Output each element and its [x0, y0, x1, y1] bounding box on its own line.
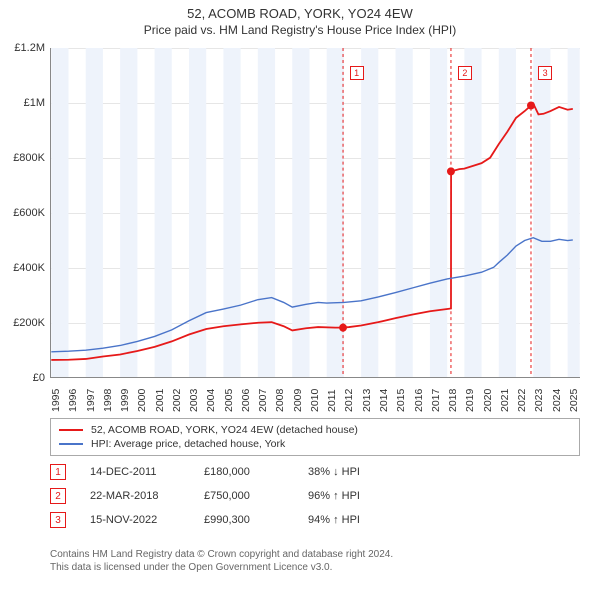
sale-price: £990,300: [204, 514, 284, 526]
y-tick-label: £200K: [3, 317, 45, 329]
x-tick-label: 2010: [309, 389, 321, 412]
sale-row: 3 15-NOV-2022 £990,300 94% ↑ HPI: [50, 508, 580, 532]
x-tick-label: 2025: [568, 389, 580, 412]
x-tick-label: 2000: [136, 389, 148, 412]
sale-date: 15-NOV-2022: [90, 514, 180, 526]
sale-marker-dot: [527, 102, 535, 110]
chart-title: 52, ACOMB ROAD, YORK, YO24 4EW: [0, 0, 600, 21]
y-tick-label: £1.2M: [3, 42, 45, 54]
x-tick-label: 2011: [326, 389, 338, 412]
sale-marker-badge: 3: [538, 66, 552, 80]
sale-marker-dot: [447, 167, 455, 175]
legend-swatch: [59, 443, 83, 445]
x-tick-label: 2002: [171, 389, 183, 412]
sale-number-badge: 3: [50, 512, 66, 528]
x-tick-label: 2012: [343, 389, 355, 412]
year-band: [155, 48, 172, 377]
sale-number-badge: 2: [50, 488, 66, 504]
x-tick-label: 2007: [257, 389, 269, 412]
sale-row: 1 14-DEC-2011 £180,000 38% ↓ HPI: [50, 460, 580, 484]
plot-area: 1 2 3: [50, 48, 580, 378]
attribution-line: Contains HM Land Registry data © Crown c…: [50, 548, 580, 561]
x-tick-label: 2013: [361, 389, 373, 412]
x-tick-label: 1998: [102, 389, 114, 412]
x-tick-label: 1995: [50, 389, 62, 412]
legend-label: 52, ACOMB ROAD, YORK, YO24 4EW (detached…: [91, 424, 358, 436]
sale-date: 22-MAR-2018: [90, 490, 180, 502]
year-band: [189, 48, 206, 377]
sale-marker-dot: [339, 324, 347, 332]
legend-swatch: [59, 429, 83, 431]
sale-marker-badge: 1: [350, 66, 364, 80]
x-tick-label: 2022: [516, 389, 528, 412]
chart-subtitle: Price paid vs. HM Land Registry's House …: [0, 21, 600, 41]
y-tick-label: £600K: [3, 207, 45, 219]
year-band: [223, 48, 240, 377]
x-tick-label: 2014: [378, 389, 390, 412]
x-tick-label: 1997: [85, 389, 97, 412]
x-tick-label: 2021: [499, 389, 511, 412]
sale-price: £180,000: [204, 466, 284, 478]
sale-row: 2 22-MAR-2018 £750,000 96% ↑ HPI: [50, 484, 580, 508]
legend-item: HPI: Average price, detached house, York: [59, 437, 571, 451]
x-tick-label: 2018: [447, 389, 459, 412]
y-tick-label: £400K: [3, 262, 45, 274]
x-tick-label: 2001: [154, 389, 166, 412]
year-band: [568, 48, 580, 377]
sale-marker-badge: 2: [458, 66, 472, 80]
x-tick-label: 2017: [430, 389, 442, 412]
y-tick-label: £800K: [3, 152, 45, 164]
sale-price: £750,000: [204, 490, 284, 502]
chart-container: 52, ACOMB ROAD, YORK, YO24 4EW Price pai…: [0, 0, 600, 590]
x-tick-label: 2009: [292, 389, 304, 412]
year-band: [51, 48, 68, 377]
sale-delta: 94% ↑ HPI: [308, 514, 398, 526]
year-band: [430, 48, 447, 377]
x-tick-label: 2004: [205, 389, 217, 412]
x-tick-label: 1996: [67, 389, 79, 412]
year-band: [499, 48, 516, 377]
x-tick-label: 2019: [464, 389, 476, 412]
sales-table: 1 14-DEC-2011 £180,000 38% ↓ HPI 2 22-MAR-201…: [50, 460, 580, 532]
x-tick-label: 2006: [240, 389, 252, 412]
attribution-line: This data is licensed under the Open Gov…: [50, 561, 580, 574]
year-band: [396, 48, 413, 377]
y-tick-label: £1M: [3, 97, 45, 109]
y-tick-label: £0: [3, 372, 45, 384]
year-band: [120, 48, 137, 377]
attribution: Contains HM Land Registry data © Crown c…: [50, 548, 580, 574]
legend: 52, ACOMB ROAD, YORK, YO24 4EW (detached…: [50, 418, 580, 456]
x-tick-label: 2005: [223, 389, 235, 412]
sale-delta: 96% ↑ HPI: [308, 490, 398, 502]
sale-number-badge: 1: [50, 464, 66, 480]
x-tick-label: 1999: [119, 389, 131, 412]
year-band: [86, 48, 103, 377]
x-tick-label: 2008: [274, 389, 286, 412]
x-tick-label: 2024: [551, 389, 563, 412]
sale-delta: 38% ↓ HPI: [308, 466, 398, 478]
year-band: [258, 48, 275, 377]
x-tick-label: 2015: [395, 389, 407, 412]
year-band: [533, 48, 550, 377]
legend-label: HPI: Average price, detached house, York: [91, 438, 285, 450]
legend-item: 52, ACOMB ROAD, YORK, YO24 4EW (detached…: [59, 423, 571, 437]
x-tick-label: 2023: [533, 389, 545, 412]
x-tick-label: 2003: [188, 389, 200, 412]
x-tick-label: 2020: [482, 389, 494, 412]
x-tick-label: 2016: [413, 389, 425, 412]
year-band: [361, 48, 378, 377]
plot-svg: [51, 48, 580, 377]
sale-date: 14-DEC-2011: [90, 466, 180, 478]
year-band: [464, 48, 481, 377]
